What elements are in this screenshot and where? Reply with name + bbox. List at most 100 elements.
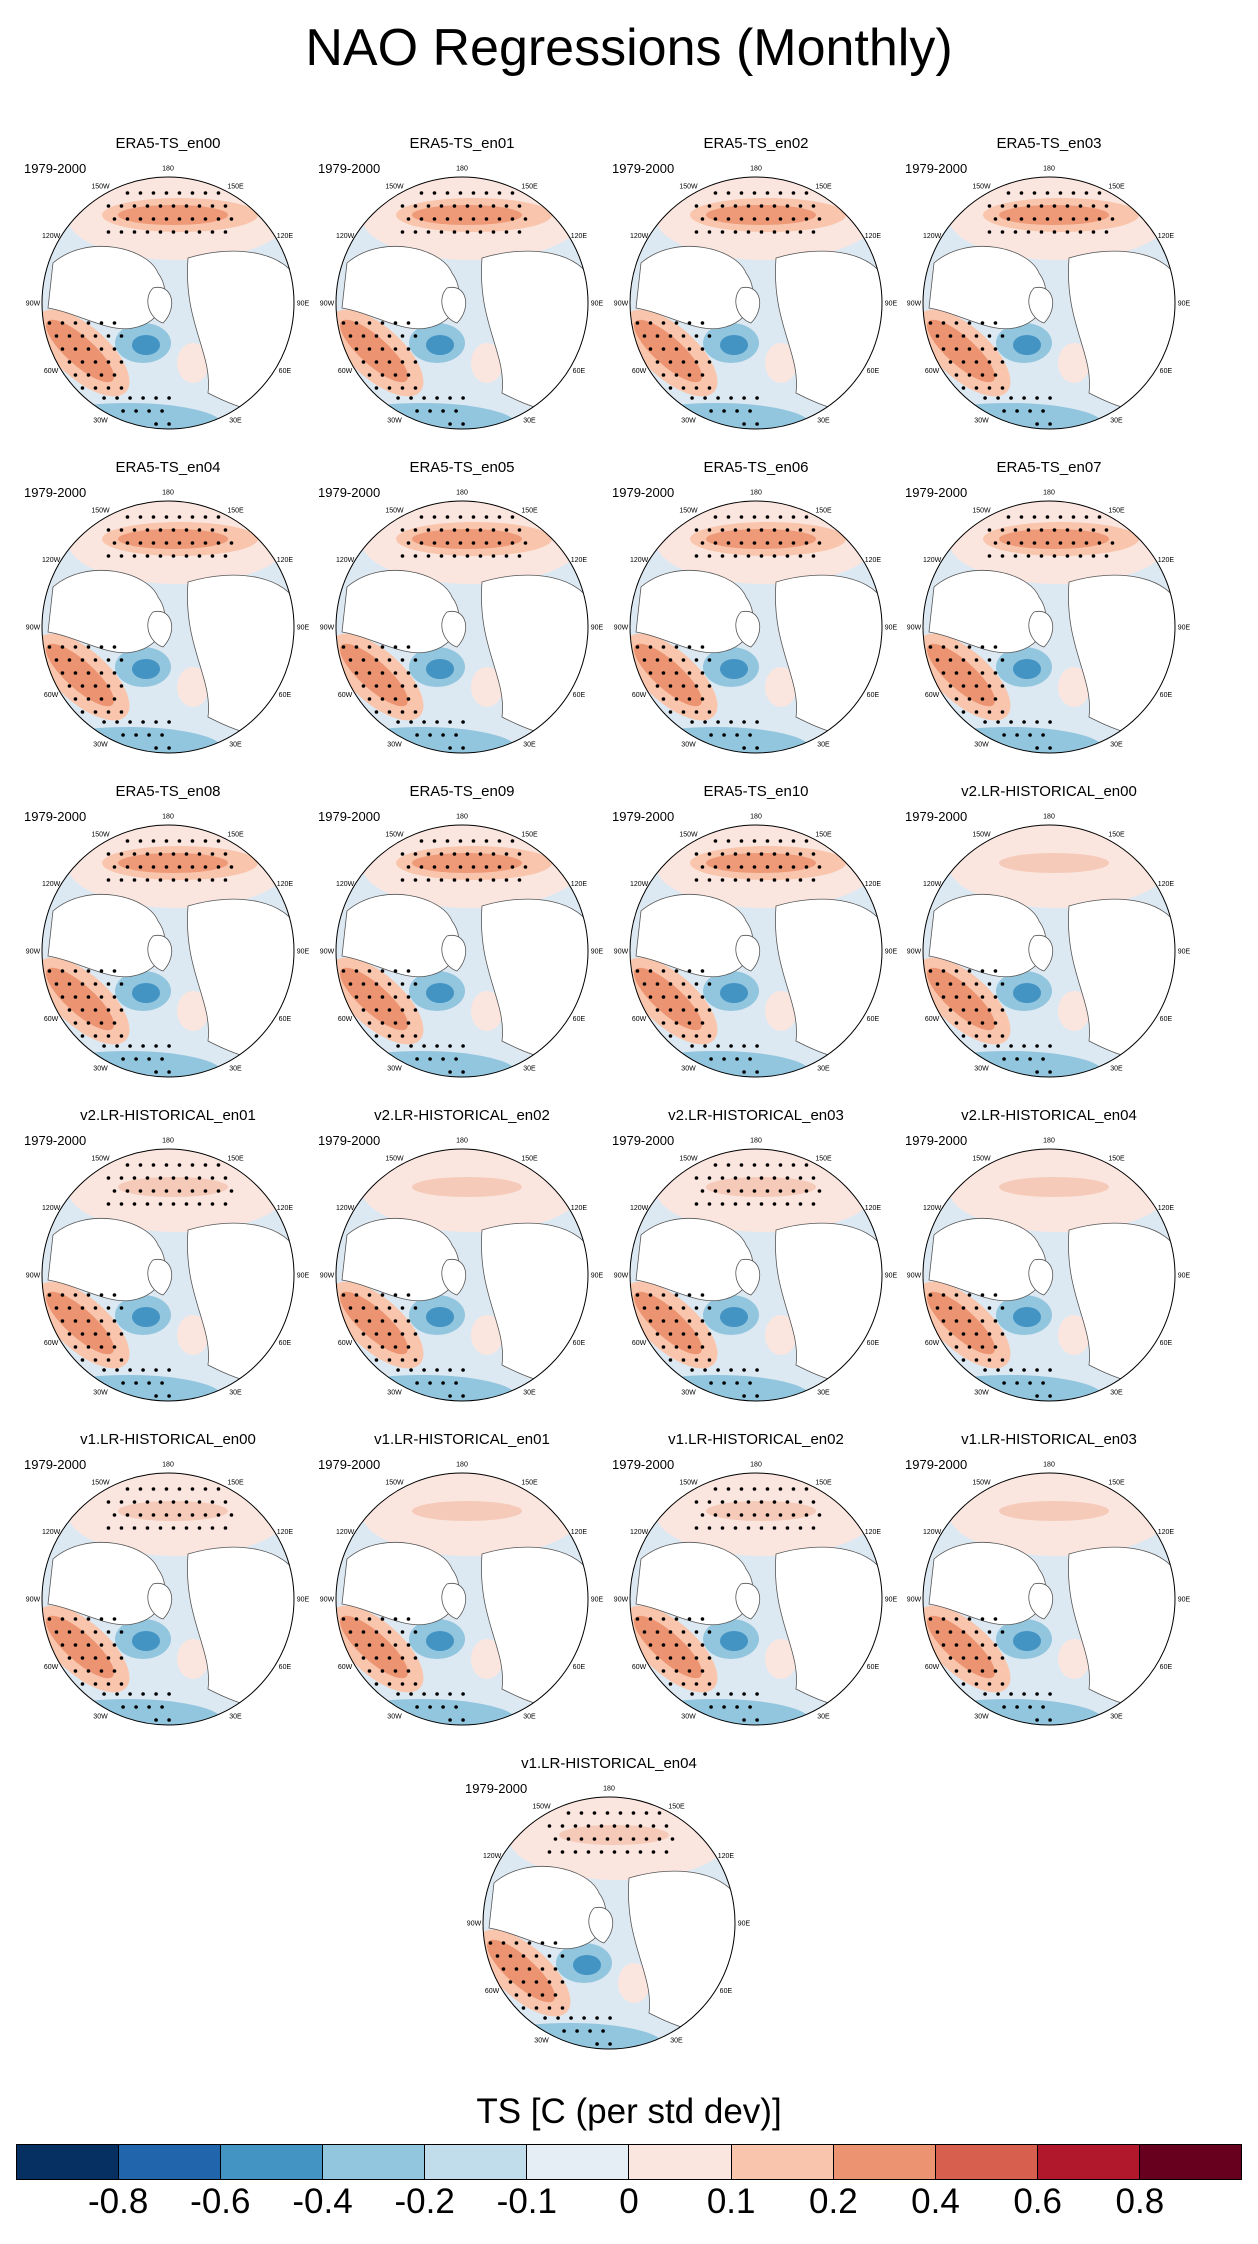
significance-stippling — [928, 1617, 1052, 1722]
colorbar — [16, 2144, 1242, 2180]
map-outline — [629, 176, 883, 430]
lon-label: 120E — [571, 1205, 588, 1212]
lon-label: 90E — [1178, 625, 1191, 632]
panel-title: ERA5-TS_en08 — [115, 783, 221, 800]
anomaly-field — [336, 1149, 588, 1401]
lon-label: 60E — [279, 1016, 292, 1023]
map-panel: v2.LR-HISTORICAL_en01 180 150E 120E 90E 60E 30… — [22, 1107, 314, 1407]
map-outline — [335, 1472, 589, 1726]
lon-label: 120E — [571, 881, 588, 888]
period-label: 1979-2000 — [612, 809, 675, 824]
period-label: 1979-2000 — [905, 1133, 968, 1148]
lon-label: 150W — [972, 1156, 991, 1163]
map-panel: ERA5-TS_en06180150E120E90E60E30E030W60W9… — [610, 459, 902, 759]
lon-label: 90W — [907, 1273, 922, 1280]
lon-label: 30W — [93, 1389, 108, 1396]
lon-label: 120W — [42, 1529, 61, 1536]
polar-map: 180150E120E90E60E30E030W60W90W120W150W — [320, 166, 604, 430]
significance-stippling — [635, 1487, 822, 1722]
map-outline — [922, 1148, 1176, 1402]
significance-stippling — [47, 839, 234, 1074]
lon-label: 60W — [338, 692, 353, 699]
lon-label: 120W — [336, 1205, 355, 1212]
lon-label: 120W — [336, 557, 355, 564]
lon-label: 120E — [865, 1529, 882, 1536]
period-label: 1979-2000 — [465, 1781, 528, 1796]
lon-label: 180 — [456, 1462, 468, 1469]
lon-label: 30W — [974, 1713, 989, 1720]
lon-label: 120E — [277, 557, 294, 564]
lon-label: 60E — [1160, 692, 1173, 699]
colorbar-tick-label: 0.6 — [1013, 2182, 1062, 2221]
lon-label: 60W — [44, 1664, 59, 1671]
lon-label: 180 — [162, 1462, 174, 1469]
significance-stippling — [341, 515, 528, 750]
lon-label: 30W — [681, 1713, 696, 1720]
map-outline — [922, 1472, 1176, 1726]
lon-label: 60E — [279, 368, 292, 375]
anomaly-field — [630, 825, 882, 1077]
anomaly-field — [42, 501, 294, 753]
lon-label: 180 — [750, 1138, 762, 1145]
lon-label: 30W — [93, 1713, 108, 1720]
lon-label: 60W — [44, 1016, 59, 1023]
polar-map: 180150E120E90E60E30E030W60W90W120W150W — [907, 166, 1191, 430]
lon-label: 120E — [1158, 1205, 1175, 1212]
colorbar-box — [119, 2145, 222, 2179]
period-label: 1979-2000 — [24, 161, 87, 176]
lon-label: 150W — [91, 508, 110, 515]
lon-label: 90E — [591, 949, 604, 956]
colorbar-tick-label: 0.2 — [809, 2182, 858, 2221]
period-label: 1979-2000 — [612, 1457, 675, 1472]
lon-label: 180 — [162, 490, 174, 497]
lon-label: 30E — [229, 1065, 242, 1072]
lon-label: 90W — [614, 949, 629, 956]
lon-label: 90E — [297, 949, 310, 956]
lon-label: 60W — [632, 692, 647, 699]
panel-title: ERA5-TS_en03 — [996, 135, 1102, 152]
significance-stippling — [928, 969, 1052, 1074]
lon-label: 90E — [885, 1273, 898, 1280]
lon-label: 150E — [1108, 1156, 1125, 1163]
lon-label: 150W — [91, 1480, 110, 1487]
greenland-land — [147, 1258, 172, 1296]
lon-label: 150E — [227, 832, 244, 839]
lon-label: 90W — [320, 1597, 335, 1604]
lon-label: 150W — [679, 508, 698, 515]
lon-label: 90E — [885, 1597, 898, 1604]
polar-map: 180150E120E90E60E30E030W60W90W120W150W — [907, 490, 1191, 754]
lon-label: 30W — [93, 741, 108, 748]
lon-label: 90W — [26, 1273, 41, 1280]
lon-label: 150W — [679, 184, 698, 191]
polar-map: 180150E120E90E60E30E030W60W90W120W150W — [467, 1786, 751, 2050]
lon-label: 150W — [972, 508, 991, 515]
colorbar-tick-label: -0.6 — [190, 2182, 251, 2221]
colorbar-tick-label: 0.4 — [911, 2182, 960, 2221]
colorbar-box — [833, 2145, 936, 2179]
map-outline — [629, 500, 883, 754]
period-label: 1979-2000 — [612, 161, 675, 176]
colorbar-tick-label: -0.1 — [496, 2182, 557, 2221]
lon-label: 150E — [521, 1156, 538, 1163]
lon-label: 180 — [456, 814, 468, 821]
period-label: 1979-2000 — [612, 1133, 675, 1148]
lon-label: 60E — [1160, 1340, 1173, 1347]
lon-label: 120E — [865, 557, 882, 564]
lon-label: 30E — [523, 741, 536, 748]
lon-label: 90W — [320, 301, 335, 308]
lon-label: 60W — [338, 1016, 353, 1023]
map-panel: v1.LR-HISTORICAL_en03 180 150E 120E 90E 60E 30… — [903, 1431, 1195, 1731]
panel-title: ERA5-TS_en02 — [703, 135, 809, 152]
lon-label: 90E — [297, 625, 310, 632]
greenland-land — [735, 934, 760, 972]
lon-label: 90W — [320, 1273, 335, 1280]
anomaly-field — [42, 825, 294, 1077]
lon-label: 30E — [1110, 1713, 1123, 1720]
lon-label: 30E — [817, 1713, 830, 1720]
lon-label: 30W — [387, 417, 402, 424]
lon-label: 120E — [1158, 233, 1175, 240]
lon-label: 150W — [532, 1804, 551, 1811]
colorbar-tick-label: -0.8 — [88, 2182, 149, 2221]
map-outline — [335, 500, 589, 754]
greenland-land — [147, 1582, 172, 1620]
